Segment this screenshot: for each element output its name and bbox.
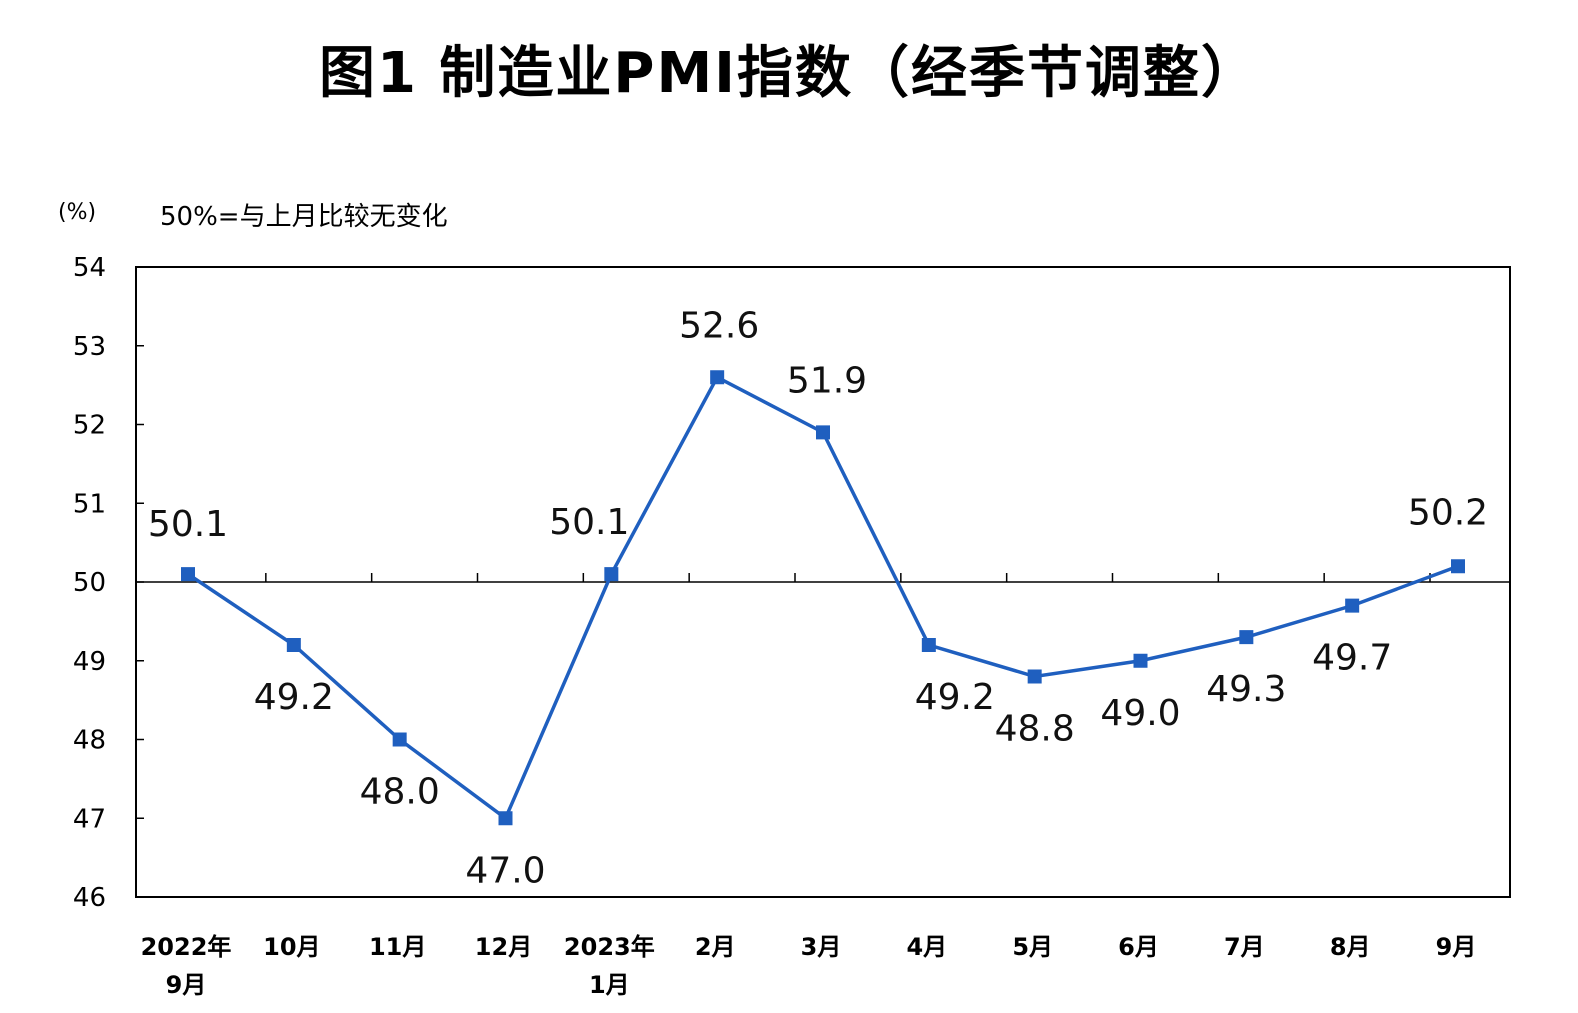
x-tick-label: 6月 bbox=[1118, 933, 1159, 961]
data-label: 48.8 bbox=[995, 709, 1075, 750]
chart-title: 图1 制造业PMI指数（经季节调整） bbox=[318, 41, 1260, 106]
x-tick-label: 9月 bbox=[1436, 933, 1477, 961]
data-point bbox=[710, 370, 725, 385]
x-tick-label: 12月 bbox=[475, 933, 532, 961]
data-point bbox=[1239, 630, 1254, 645]
data-label: 50.2 bbox=[1408, 492, 1488, 533]
data-label: 49.7 bbox=[1312, 638, 1392, 679]
data-label: 50.1 bbox=[148, 504, 228, 545]
x-tick-label: 8月 bbox=[1330, 933, 1371, 961]
data-point bbox=[498, 811, 513, 826]
data-label: 49.0 bbox=[1100, 693, 1180, 734]
data-point bbox=[921, 638, 936, 652]
y-tick-label: 53 bbox=[73, 332, 106, 362]
data-label: 49.3 bbox=[1206, 669, 1286, 710]
x-tick-label: 11月 bbox=[369, 933, 426, 961]
data-point bbox=[286, 638, 301, 652]
data-label: 49.2 bbox=[254, 677, 334, 718]
x-tick-label: 2022年 9月 bbox=[141, 933, 232, 999]
data-label: 48.0 bbox=[360, 772, 440, 813]
x-tick-label: 10月 bbox=[263, 933, 320, 961]
data-point bbox=[1133, 653, 1148, 668]
y-tick-label: 49 bbox=[73, 647, 106, 677]
y-axis-unit: (%) bbox=[58, 200, 97, 225]
y-tick-label: 52 bbox=[73, 411, 106, 441]
y-tick-label: 51 bbox=[73, 489, 106, 519]
y-tick-label: 48 bbox=[73, 726, 106, 756]
x-tick-label: 5月 bbox=[1012, 933, 1053, 961]
y-tick-label: 47 bbox=[73, 804, 106, 834]
reference-note: 50%=与上月比较无变化 bbox=[160, 202, 448, 232]
x-tick-label: 3月 bbox=[801, 933, 842, 961]
series-line bbox=[187, 374, 1459, 821]
y-tick-label: 50 bbox=[73, 568, 106, 598]
data-point bbox=[816, 425, 830, 440]
data-point bbox=[1451, 559, 1465, 574]
data-point bbox=[392, 732, 407, 747]
data-label: 52.6 bbox=[679, 305, 759, 346]
x-tick-label: 2月 bbox=[695, 933, 736, 961]
data-point bbox=[1345, 598, 1360, 613]
data-label: 47.0 bbox=[465, 850, 545, 891]
y-tick-label: 54 bbox=[73, 253, 106, 283]
data-point bbox=[604, 567, 619, 582]
data-point bbox=[1027, 669, 1042, 684]
data-label: 51.9 bbox=[787, 360, 867, 401]
x-tick-label: 4月 bbox=[906, 933, 947, 961]
data-label: 49.2 bbox=[915, 677, 995, 718]
data-label: 50.1 bbox=[549, 502, 629, 543]
y-tick-label: 46 bbox=[73, 883, 106, 913]
data-point bbox=[181, 567, 195, 582]
x-tick-label: 7月 bbox=[1224, 933, 1265, 961]
x-tick-label: 2023年 1月 bbox=[564, 933, 655, 999]
